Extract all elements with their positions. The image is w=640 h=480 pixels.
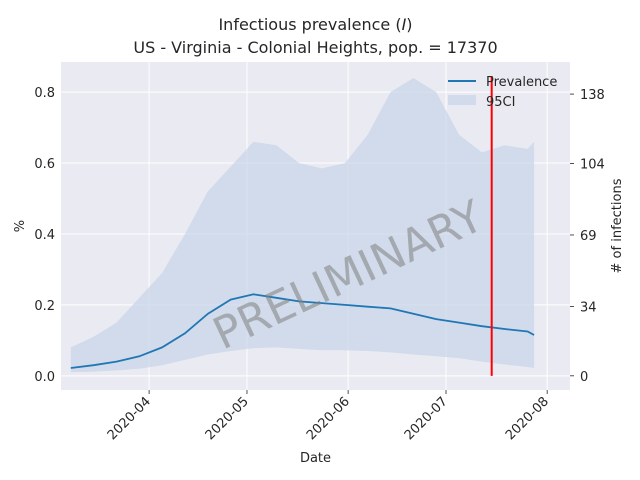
chart-title-line2: US - Virginia - Colonial Heights, pop. =… [133,38,497,57]
legend-prevalence-label: Prevalence [486,75,557,90]
legend-95ci-label: 95CI [486,95,515,110]
x-axis-ticks: 2020-04 2020-05 2020-06 2020-07 2020-08 [105,390,552,443]
y-axis-label: % [13,220,28,232]
y-tick-label: 0.0 [34,370,55,385]
prevalence-line [70,293,535,369]
x-tick-label: 2020-04 [105,394,154,443]
ci-band [70,78,535,373]
x-tick-label: 2020-05 [203,394,252,443]
y-tick-label: 0.2 [34,299,55,314]
legend-95ci-swatch [448,95,476,105]
x-tick-label: 2020-08 [503,394,552,443]
y2-tick-label: 138 [580,88,605,103]
y-tick-label: 0.6 [34,157,55,172]
legend: Prevalence 95CI [448,75,557,110]
y2-tick-label: 34 [580,300,597,315]
x-tick-label: 2020-07 [402,394,451,443]
y-tick-label: 0.4 [34,228,55,243]
chart-title-line1: Infectious prevalence (I) [218,15,412,34]
x-axis-label: Date [300,451,331,466]
prevalence-line-layer [70,293,535,369]
y2-tick-label: 104 [580,158,605,173]
y2-axis-ticks: 0 34 69 104 138 [570,88,605,385]
y-tick-label: 0.8 [34,86,55,101]
y2-tick-label: 69 [580,229,597,244]
y-axis-ticks: 0.0 0.2 0.4 0.6 0.8 [34,86,55,385]
y2-axis-label: # of infections [610,178,625,273]
x-tick-label: 2020-06 [304,394,353,443]
y2-tick-label: 0 [580,370,588,385]
ci-band-layer [70,78,535,373]
